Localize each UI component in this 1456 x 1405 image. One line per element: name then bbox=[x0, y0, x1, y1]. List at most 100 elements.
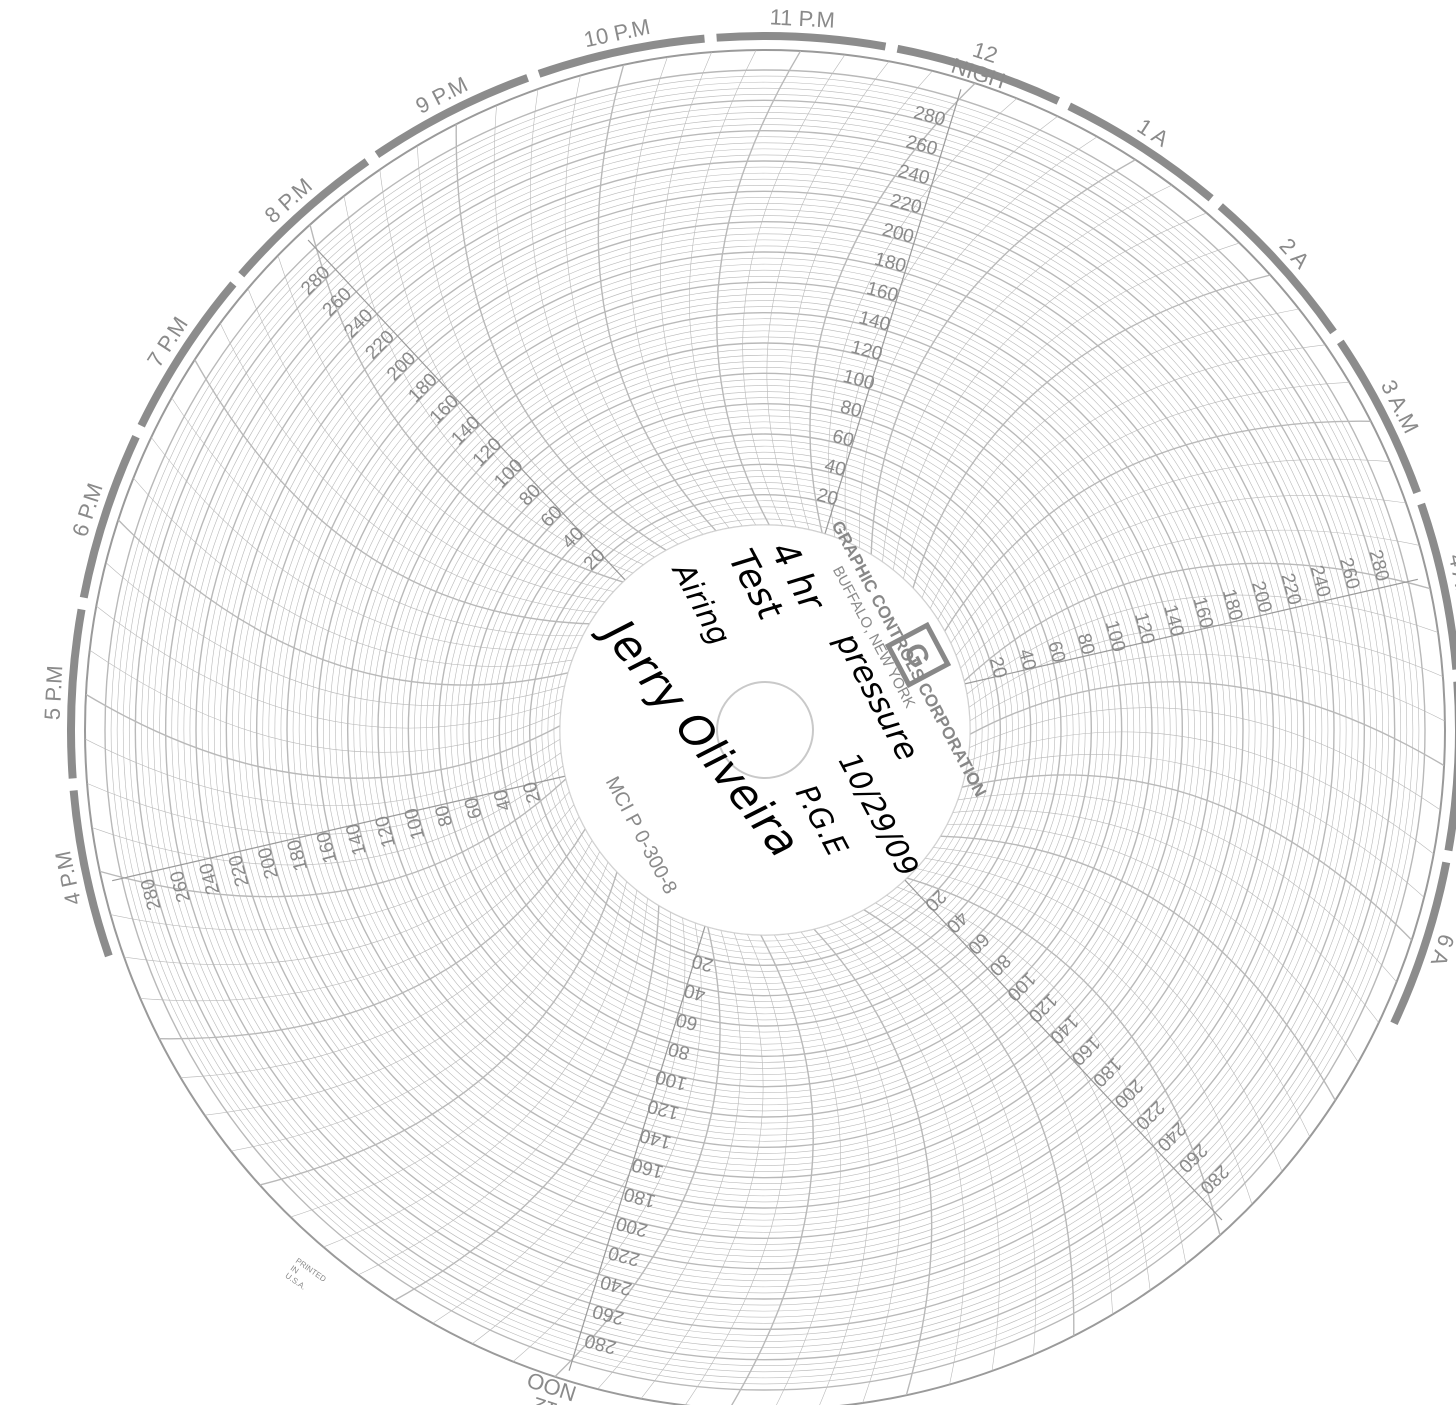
time-line-minor bbox=[89, 649, 561, 753]
grid-ring-minor bbox=[541, 506, 989, 954]
grid-ring-minor bbox=[444, 409, 1086, 1051]
grid-ring-major bbox=[195, 160, 1335, 1300]
scale-arm-line bbox=[568, 925, 706, 1371]
time-line-minor bbox=[875, 902, 1113, 1315]
time-band-segment bbox=[1417, 502, 1456, 670]
time-line-minor bbox=[123, 804, 575, 965]
time-line-minor bbox=[597, 930, 741, 1390]
time-line-minor bbox=[839, 920, 1000, 1372]
time-line-major bbox=[309, 224, 624, 583]
grid-ring-minor bbox=[456, 421, 1074, 1039]
grid-ring-minor bbox=[189, 154, 1341, 1306]
grid-ring-minor bbox=[486, 451, 1044, 1009]
time-line-minor bbox=[966, 594, 1439, 695]
time-line-minor bbox=[828, 98, 1018, 538]
time-line-minor bbox=[844, 116, 1058, 543]
time-line-minor bbox=[950, 458, 1390, 644]
time-line-minor bbox=[689, 50, 757, 526]
time-band-segment bbox=[1444, 681, 1456, 852]
time-line-minor bbox=[969, 654, 1445, 722]
time-line-minor bbox=[955, 495, 1407, 656]
grid-ring-minor bbox=[553, 518, 977, 942]
center-label: GRAPHIC CONTROLS CORPORATION BUFFALO, NE… bbox=[559, 518, 990, 936]
time-line-minor bbox=[358, 897, 648, 1276]
time-line-minor bbox=[219, 323, 598, 613]
grid-ring-minor bbox=[310, 275, 1220, 1185]
time-line-major bbox=[912, 274, 1271, 589]
grid-ring-minor bbox=[128, 93, 1402, 1367]
time-line-minor bbox=[929, 344, 1326, 609]
grid-ring-minor bbox=[116, 81, 1414, 1379]
outer-time-band bbox=[67, 32, 1456, 1025]
grid-ring-minor bbox=[462, 427, 1068, 1033]
time-line-minor bbox=[932, 847, 1311, 1137]
grid-ring-minor bbox=[329, 294, 1201, 1166]
grid-ring-minor bbox=[335, 300, 1195, 1160]
time-line-major bbox=[963, 562, 1431, 682]
grid-ring-major bbox=[468, 433, 1062, 1027]
grid-ring-major bbox=[528, 493, 1002, 967]
time-band-segment bbox=[1337, 339, 1421, 495]
time-line-minor bbox=[432, 911, 672, 1324]
time-line-minor bbox=[171, 397, 584, 637]
time-line-major bbox=[455, 124, 667, 551]
time-line-minor bbox=[204, 851, 601, 1116]
time-line-major bbox=[159, 828, 586, 1040]
time-line-minor bbox=[343, 195, 634, 574]
time-band-segment bbox=[67, 608, 86, 779]
time-band-segment bbox=[1217, 203, 1337, 335]
time-line-minor bbox=[965, 754, 1425, 898]
grid-ring-minor bbox=[426, 391, 1104, 1069]
time-band-segment bbox=[374, 74, 530, 158]
time-line-major bbox=[969, 681, 1445, 767]
grid-ring-minor bbox=[292, 257, 1238, 1203]
time-line-minor bbox=[629, 56, 730, 529]
time-line-minor bbox=[96, 605, 563, 729]
scale-arm-line bbox=[964, 578, 1418, 685]
grid-ring-minor bbox=[505, 470, 1025, 990]
grid-ring-major bbox=[437, 402, 1093, 1058]
time-line-minor bbox=[787, 933, 870, 1405]
time-line-minor bbox=[417, 145, 655, 558]
center-hole bbox=[716, 681, 814, 779]
grid-ring-minor bbox=[298, 263, 1232, 1197]
grid-ring-minor bbox=[323, 288, 1207, 1172]
time-line-minor bbox=[660, 51, 743, 527]
time-line-minor bbox=[800, 931, 901, 1404]
time-line-minor bbox=[180, 840, 593, 1078]
time-line-minor bbox=[952, 809, 1380, 1023]
time-line-major bbox=[870, 159, 1136, 555]
time-line-major bbox=[194, 359, 590, 625]
grid-ring-minor bbox=[147, 112, 1383, 1348]
time-line-major bbox=[117, 519, 569, 686]
grid-ring-minor bbox=[474, 439, 1056, 1021]
time-label: 8 P.M bbox=[260, 173, 317, 228]
time-line-minor bbox=[323, 889, 638, 1248]
time-line-minor bbox=[969, 707, 1441, 811]
time-line-minor bbox=[85, 738, 561, 806]
time-line-minor bbox=[140, 816, 580, 1002]
time-line-minor bbox=[684, 934, 788, 1405]
time-line-minor bbox=[858, 136, 1098, 549]
time-line-minor bbox=[493, 105, 679, 545]
grid-ring-major bbox=[377, 342, 1153, 1118]
grid-ring-minor bbox=[341, 306, 1189, 1154]
grid-ring-minor bbox=[432, 397, 1098, 1063]
time-line-minor bbox=[640, 932, 764, 1399]
grid-ring-minor bbox=[365, 330, 1165, 1130]
time-line-minor bbox=[277, 255, 614, 592]
time-line-minor bbox=[903, 242, 1240, 579]
time-line-minor bbox=[968, 625, 1444, 708]
time-line-minor bbox=[826, 925, 966, 1385]
grid-ring-minor bbox=[207, 172, 1323, 1288]
grid-ring-minor bbox=[219, 184, 1311, 1276]
time-line-minor bbox=[946, 823, 1359, 1063]
time-band-segment bbox=[537, 34, 705, 78]
time-band-segment bbox=[896, 44, 1060, 105]
time-line-minor bbox=[512, 922, 702, 1362]
time-line-major bbox=[99, 778, 567, 898]
time-line-minor bbox=[86, 752, 562, 835]
grid-ring-major bbox=[225, 190, 1305, 1270]
grid-ring-minor bbox=[535, 500, 995, 960]
grid-ring-minor bbox=[250, 215, 1280, 1245]
